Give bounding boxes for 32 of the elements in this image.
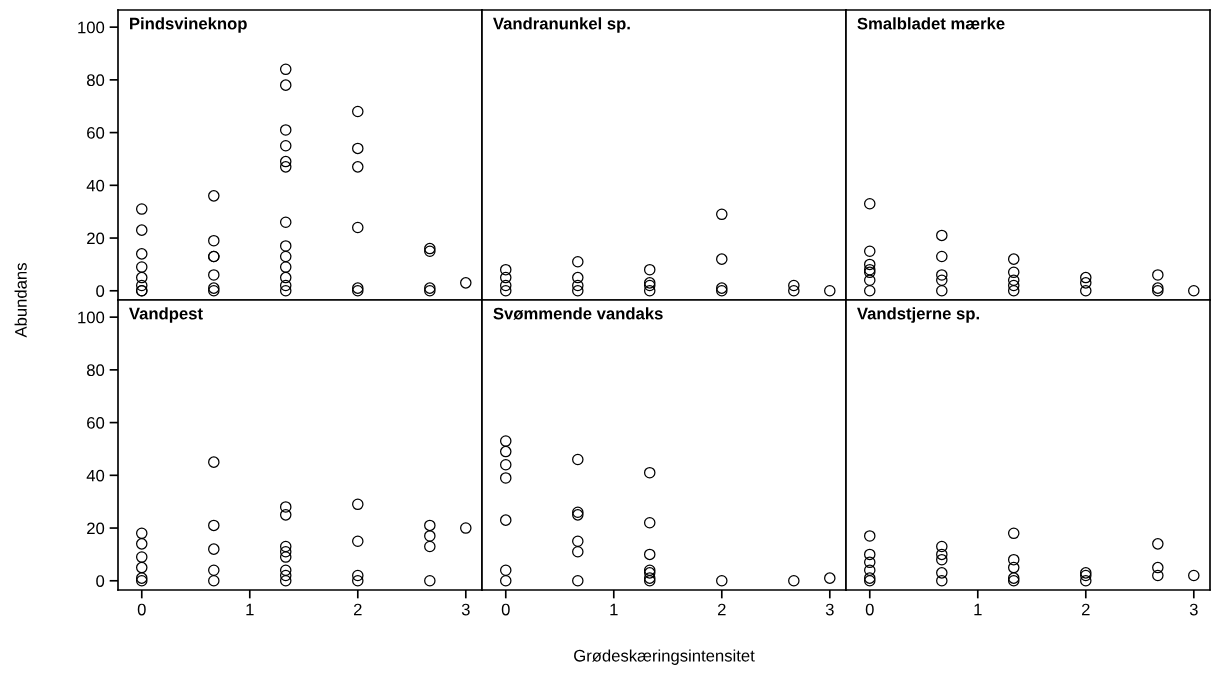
x-tick-label: 0 bbox=[865, 603, 874, 616]
y-tick-label: 60 bbox=[87, 416, 105, 429]
chart-title: Vandpest bbox=[129, 307, 203, 323]
chart-title: Pindsvineknop bbox=[130, 17, 247, 33]
y-tick-label: 100 bbox=[78, 311, 105, 324]
x-tick-label: 3 bbox=[825, 603, 834, 616]
x-tick-label: 0 bbox=[137, 603, 146, 616]
chart-title: Vandstjerne sp. bbox=[857, 307, 979, 323]
x-tick-label: 1 bbox=[974, 603, 982, 616]
x-tick-label: 3 bbox=[461, 603, 470, 616]
y-tick-label: 40 bbox=[86, 179, 105, 192]
chart-title: Vandranunkel sp. bbox=[493, 17, 630, 33]
x-tick-label: 2 bbox=[1081, 603, 1090, 616]
y-tick-label: 0 bbox=[96, 575, 105, 587]
x-tick-label: 1 bbox=[610, 603, 618, 616]
y-tick-label: 100 bbox=[78, 21, 105, 34]
y-tick-label: 0 bbox=[96, 285, 105, 297]
y-tick-label: 80 bbox=[86, 74, 105, 87]
y-tick-label: 60 bbox=[87, 126, 105, 139]
x-tick-label: 0 bbox=[501, 603, 510, 616]
y-axis-title: Abundans bbox=[14, 263, 27, 338]
x-tick-label: 3 bbox=[1189, 603, 1198, 616]
x-axis-title: Grødeskæringsintensitet bbox=[574, 649, 755, 665]
y-tick-label: 80 bbox=[86, 364, 105, 377]
x-tick-label: 2 bbox=[353, 603, 362, 616]
y-tick-label: 40 bbox=[86, 469, 105, 482]
x-tick-label: 1 bbox=[246, 603, 254, 616]
chart-title: Svømmende vandaks bbox=[493, 307, 663, 320]
x-tick-label: 2 bbox=[717, 603, 726, 616]
chart-title: Smalbladet mærke bbox=[857, 17, 1005, 30]
y-tick-label: 20 bbox=[87, 522, 105, 535]
y-tick-label: 20 bbox=[87, 232, 105, 245]
